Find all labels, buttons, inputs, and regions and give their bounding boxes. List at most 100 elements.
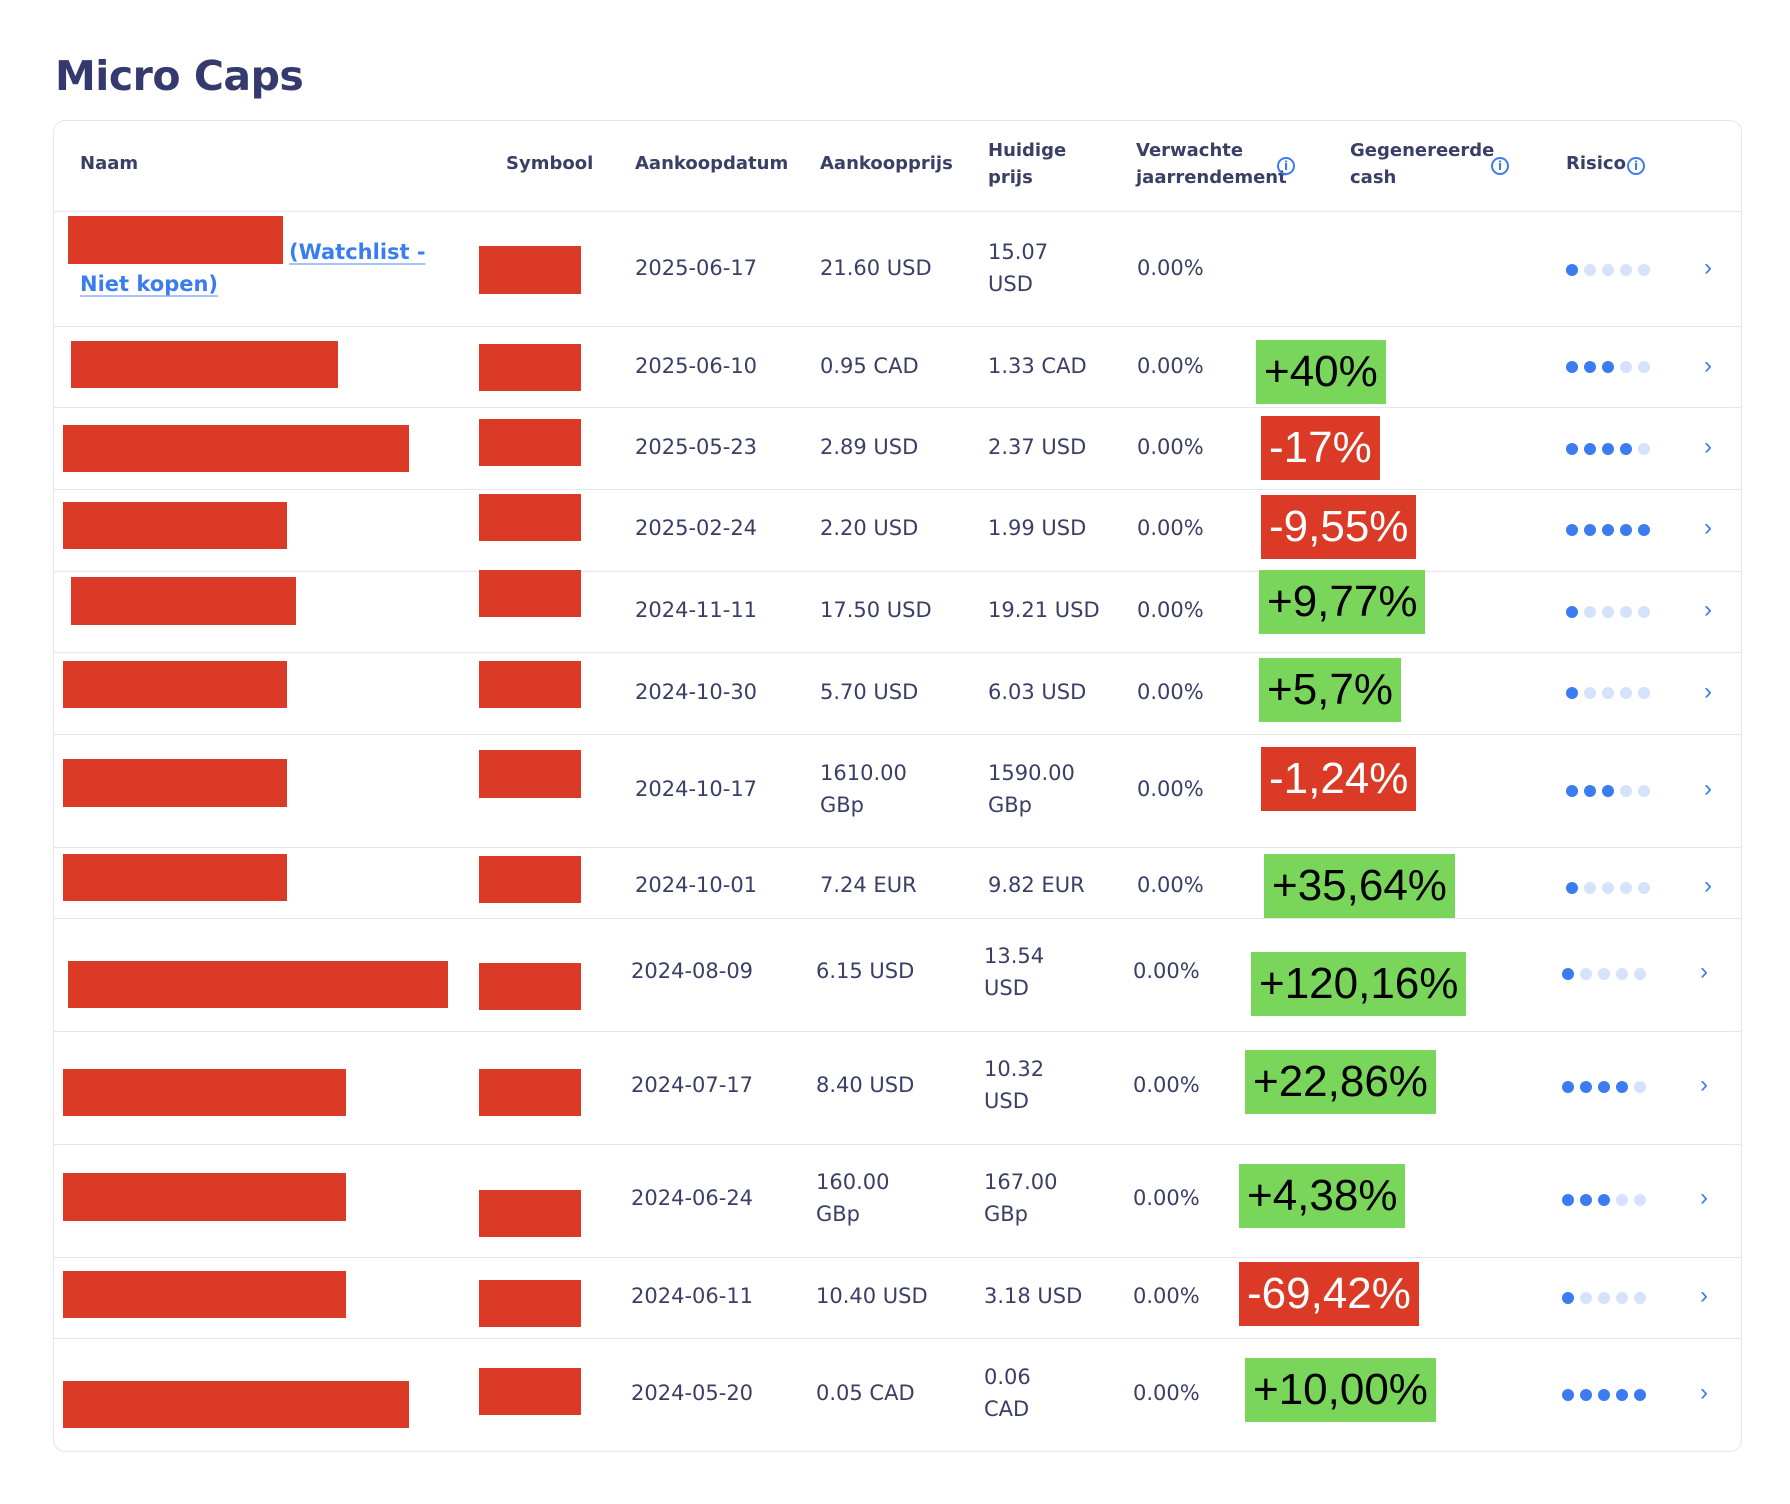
current-price-line-1: 15.07 <box>988 240 1049 264</box>
risk-dot <box>1566 443 1578 455</box>
risk-dot <box>1584 264 1596 276</box>
risk-dot <box>1584 361 1596 373</box>
watchlist-link-line-2[interactable]: Niet kopen) <box>80 272 219 296</box>
risk-dot <box>1584 524 1596 536</box>
row-divider <box>53 652 1742 653</box>
current-price-line-2: GBp <box>988 793 1033 817</box>
chevron-right-icon[interactable]: › <box>1704 678 1712 705</box>
risk-indicator <box>1566 524 1652 536</box>
purchase-date: 2024-06-11 <box>631 1284 754 1308</box>
chevron-right-icon[interactable]: › <box>1700 1379 1708 1406</box>
info-icon-verwachte-jaarrendement[interactable]: i <box>1277 157 1295 175</box>
column-header-risico[interactable]: Risico <box>1566 153 1626 174</box>
purchase-price: 6.15 USD <box>816 959 915 983</box>
redacted-symbol <box>479 1368 581 1415</box>
redacted-symbol <box>479 1280 581 1327</box>
risk-dot <box>1584 443 1596 455</box>
chevron-right-icon[interactable]: › <box>1704 514 1712 541</box>
expected-yield: 0.00% <box>1137 777 1204 801</box>
risk-dot <box>1562 1194 1574 1206</box>
risk-dot <box>1584 882 1596 894</box>
chevron-right-icon[interactable]: › <box>1704 352 1712 379</box>
column-header-verwachte-line-2: jaarrendement <box>1136 167 1287 188</box>
redacted-symbol <box>479 494 581 541</box>
redacted-symbol <box>479 570 581 617</box>
row-divider <box>53 734 1742 735</box>
info-icon-gegenereerde-cash[interactable]: i <box>1491 157 1509 175</box>
current-price-line-1: 13.54 <box>984 944 1045 968</box>
risk-dot <box>1638 687 1650 699</box>
purchase-date: 2024-10-17 <box>635 777 758 801</box>
chevron-right-icon[interactable]: › <box>1700 1184 1708 1211</box>
risk-dot <box>1634 1389 1646 1401</box>
expected-yield: 0.00% <box>1137 354 1204 378</box>
chevron-right-icon[interactable]: › <box>1700 1071 1708 1098</box>
expected-yield: 0.00% <box>1133 1284 1200 1308</box>
column-header-aankoopprijs[interactable]: Aankoopprijs <box>820 153 953 174</box>
current-price: 3.18 USD <box>984 1284 1083 1308</box>
chevron-right-icon[interactable]: › <box>1704 596 1712 623</box>
risk-dot <box>1616 1389 1628 1401</box>
column-header-cash-line-1: Gegenereerde <box>1350 140 1495 161</box>
chevron-right-icon[interactable]: › <box>1704 775 1712 802</box>
risk-dot <box>1580 1389 1592 1401</box>
risk-indicator <box>1562 1389 1648 1401</box>
chevron-right-icon[interactable]: › <box>1700 1282 1708 1309</box>
purchase-date: 2024-05-20 <box>631 1381 754 1405</box>
expected-yield: 0.00% <box>1137 680 1204 704</box>
risk-dot <box>1616 968 1628 980</box>
current-price: 2.37 USD <box>988 435 1087 459</box>
return-badge: -17% <box>1261 416 1380 480</box>
purchase-date: 2024-11-11 <box>635 598 758 622</box>
risk-dot <box>1566 882 1578 894</box>
current-price-line-1: 0.06 <box>984 1365 1031 1389</box>
redacted-symbol <box>479 246 581 294</box>
chevron-right-icon[interactable]: › <box>1704 433 1712 460</box>
redacted-symbol <box>479 419 581 466</box>
risk-dot <box>1616 1292 1628 1304</box>
expected-yield: 0.00% <box>1133 1186 1200 1210</box>
column-header-symbool[interactable]: Symbool <box>506 153 594 174</box>
purchase-price-line-1: 1610.00 <box>820 761 907 785</box>
watchlist-link-line-1[interactable]: (Watchlist - <box>289 240 426 264</box>
current-price: 6.03 USD <box>988 680 1087 704</box>
risk-dot <box>1598 1389 1610 1401</box>
risk-dot <box>1634 1081 1646 1093</box>
row-divider <box>53 407 1742 408</box>
chevron-right-icon[interactable]: › <box>1700 958 1708 985</box>
current-price-line-1: 167.00 <box>984 1170 1058 1194</box>
purchase-price: 7.24 EUR <box>820 873 917 897</box>
return-badge: +35,64% <box>1264 854 1455 918</box>
expected-yield: 0.00% <box>1133 959 1200 983</box>
chevron-right-icon[interactable]: › <box>1704 872 1712 899</box>
expected-yield: 0.00% <box>1137 516 1204 540</box>
risk-dot <box>1638 882 1650 894</box>
row-divider <box>53 489 1742 490</box>
risk-dot <box>1602 606 1614 618</box>
redacted-name <box>68 216 283 264</box>
risk-dot <box>1580 1292 1592 1304</box>
column-header-aankoopdatum[interactable]: Aankoopdatum <box>635 153 789 174</box>
risk-dot <box>1620 524 1632 536</box>
risk-dot <box>1638 443 1650 455</box>
redacted-name <box>63 759 287 807</box>
risk-indicator <box>1566 606 1652 618</box>
return-badge: +4,38% <box>1239 1164 1406 1228</box>
risk-dot <box>1566 606 1578 618</box>
purchase-price: 17.50 USD <box>820 598 932 622</box>
purchase-price: 2.20 USD <box>820 516 919 540</box>
return-badge: +5,7% <box>1259 658 1401 722</box>
purchase-price-line-2: GBp <box>816 1202 861 1226</box>
column-header-cash-line-2: cash <box>1350 167 1397 188</box>
redacted-symbol <box>479 856 581 903</box>
info-icon-risico[interactable]: i <box>1627 157 1645 175</box>
column-header-naam[interactable]: Naam <box>80 153 139 174</box>
risk-indicator <box>1566 443 1652 455</box>
column-header-verwachte-line-1: Verwachte <box>1136 140 1244 161</box>
risk-dot <box>1566 524 1578 536</box>
risk-dot <box>1566 361 1578 373</box>
chevron-right-icon[interactable]: › <box>1704 254 1712 281</box>
risk-dot <box>1562 1292 1574 1304</box>
purchase-date: 2024-10-01 <box>635 873 758 897</box>
risk-dot <box>1602 264 1614 276</box>
